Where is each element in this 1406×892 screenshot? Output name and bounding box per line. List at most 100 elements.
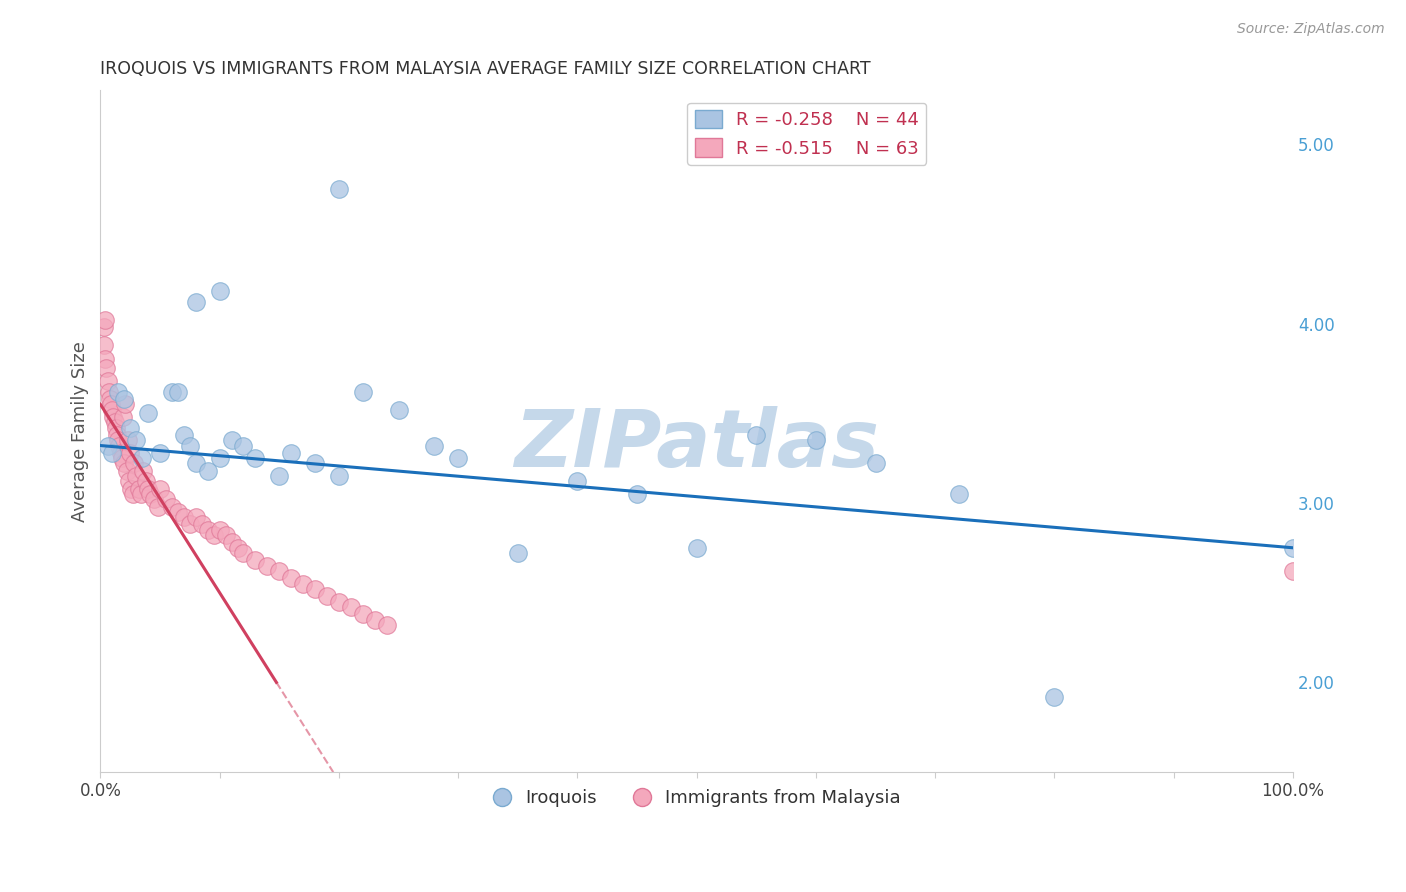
Text: IROQUOIS VS IMMIGRANTS FROM MALAYSIA AVERAGE FAMILY SIZE CORRELATION CHART: IROQUOIS VS IMMIGRANTS FROM MALAYSIA AVE… bbox=[100, 60, 870, 78]
Point bbox=[269, 469, 291, 483]
Point bbox=[232, 546, 254, 560]
Point bbox=[1282, 564, 1305, 578]
Point bbox=[292, 576, 315, 591]
Point bbox=[155, 492, 177, 507]
Point bbox=[117, 433, 139, 447]
Point bbox=[112, 392, 135, 406]
Point bbox=[103, 409, 125, 424]
Point bbox=[101, 446, 124, 460]
Point bbox=[280, 571, 302, 585]
Point bbox=[120, 482, 142, 496]
Point bbox=[387, 402, 409, 417]
Point bbox=[184, 295, 207, 310]
Point bbox=[423, 438, 446, 452]
Point bbox=[375, 618, 398, 632]
Point bbox=[160, 384, 183, 399]
Point bbox=[745, 427, 768, 442]
Point bbox=[136, 482, 159, 496]
Point bbox=[328, 182, 350, 196]
Point bbox=[94, 313, 117, 327]
Point bbox=[167, 384, 190, 399]
Point bbox=[136, 406, 159, 420]
Point bbox=[208, 523, 231, 537]
Point bbox=[316, 589, 339, 603]
Y-axis label: Average Family Size: Average Family Size bbox=[72, 341, 89, 522]
Point bbox=[190, 517, 212, 532]
Point bbox=[208, 451, 231, 466]
Point bbox=[352, 607, 374, 622]
Legend: Iroquois, Immigrants from Malaysia: Iroquois, Immigrants from Malaysia bbox=[485, 781, 908, 814]
Point bbox=[104, 420, 127, 434]
Point bbox=[160, 500, 183, 514]
Point bbox=[114, 397, 136, 411]
Point bbox=[506, 546, 529, 560]
Point bbox=[567, 475, 589, 489]
Point bbox=[686, 541, 709, 555]
Point bbox=[129, 487, 152, 501]
Point bbox=[101, 402, 124, 417]
Point bbox=[245, 553, 267, 567]
Point bbox=[135, 475, 157, 489]
Point bbox=[96, 361, 118, 376]
Point bbox=[173, 510, 195, 524]
Point bbox=[1043, 690, 1066, 704]
Point bbox=[626, 487, 648, 501]
Point bbox=[865, 457, 887, 471]
Point bbox=[226, 541, 249, 555]
Point bbox=[98, 392, 121, 406]
Point bbox=[232, 438, 254, 452]
Point bbox=[94, 352, 117, 367]
Point bbox=[120, 420, 142, 434]
Point bbox=[97, 384, 120, 399]
Point bbox=[179, 438, 201, 452]
Point bbox=[304, 582, 326, 596]
Point bbox=[340, 599, 363, 614]
Point bbox=[104, 415, 127, 429]
Point bbox=[110, 446, 132, 460]
Point bbox=[115, 464, 138, 478]
Point bbox=[447, 451, 470, 466]
Point bbox=[221, 535, 243, 549]
Point bbox=[96, 438, 118, 452]
Point bbox=[125, 469, 148, 483]
Point bbox=[120, 446, 142, 460]
Text: Source: ZipAtlas.com: Source: ZipAtlas.com bbox=[1237, 22, 1385, 37]
Point bbox=[128, 482, 150, 496]
Point bbox=[197, 523, 219, 537]
Point bbox=[167, 505, 190, 519]
Point bbox=[363, 613, 385, 627]
Point bbox=[328, 469, 350, 483]
Point bbox=[143, 492, 166, 507]
Point bbox=[146, 500, 169, 514]
Point bbox=[131, 451, 153, 466]
Point bbox=[214, 528, 236, 542]
Point bbox=[111, 451, 134, 466]
Point bbox=[111, 409, 134, 424]
Text: ZIPatlas: ZIPatlas bbox=[515, 406, 879, 483]
Point bbox=[1282, 541, 1305, 555]
Point bbox=[132, 464, 155, 478]
Point bbox=[125, 433, 148, 447]
Point bbox=[280, 446, 302, 460]
Point bbox=[304, 457, 326, 471]
Point bbox=[804, 433, 827, 447]
Point bbox=[184, 510, 207, 524]
Point bbox=[139, 487, 162, 501]
Point bbox=[100, 397, 122, 411]
Point bbox=[221, 433, 243, 447]
Point bbox=[107, 433, 129, 447]
Point bbox=[112, 457, 135, 471]
Point bbox=[105, 427, 128, 442]
Point bbox=[118, 475, 141, 489]
Point bbox=[256, 558, 278, 573]
Point bbox=[93, 320, 115, 334]
Point bbox=[107, 384, 129, 399]
Point bbox=[184, 457, 207, 471]
Point bbox=[208, 284, 231, 298]
Point bbox=[197, 464, 219, 478]
Point bbox=[173, 427, 195, 442]
Point bbox=[93, 338, 115, 352]
Point bbox=[352, 384, 374, 399]
Point bbox=[202, 528, 225, 542]
Point bbox=[328, 594, 350, 608]
